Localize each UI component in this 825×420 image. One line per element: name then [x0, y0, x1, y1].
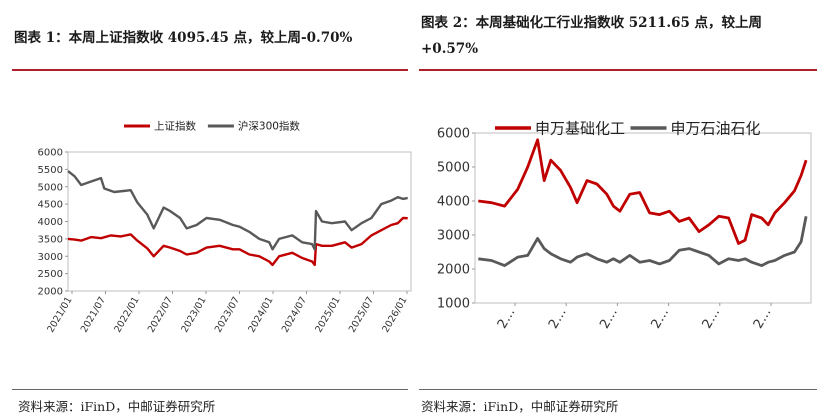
- x-tick-label: 2…: [495, 306, 519, 332]
- y-tick-label: 5500: [38, 165, 63, 176]
- y-tick-label: 6000: [38, 148, 63, 159]
- y-tick-label: 3000: [437, 229, 470, 244]
- x-tick-label: 2…: [648, 306, 672, 332]
- y-tick-label: 4000: [437, 195, 470, 210]
- right-source-note: 资料来源：iFinD，中邮证券研究所: [421, 399, 619, 414]
- legend-label: 沪深300指数: [238, 120, 301, 133]
- series-line-secondary: [478, 216, 808, 268]
- y-tick-label: 5000: [38, 182, 63, 193]
- x-tick-label: 2022/07: [146, 295, 175, 335]
- legend-label: 申万基础化工: [535, 119, 625, 137]
- chemical-index-chart: 1000 2000 3000 4000 5000 6000 2… 2… 2… 2… 2… 2… 申万基础…: [437, 119, 812, 332]
- series-line-primary: [67, 216, 408, 267]
- y-tick-label: 3000: [38, 252, 63, 263]
- left-title-divider: [12, 69, 408, 71]
- x-tick-label: 2023/07: [213, 295, 242, 335]
- series-line-primary: [478, 138, 808, 245]
- y-tick-label: 2000: [38, 287, 63, 298]
- x-tick-label: 2021/07: [79, 295, 108, 335]
- right-source-divider: [419, 389, 817, 390]
- x-tick-label: 2…: [546, 306, 570, 332]
- y-tick-label: 4000: [38, 217, 63, 228]
- x-tick-label: 2…: [597, 306, 621, 332]
- shanghai-index-chart: 2000 2500 3000 3500 4000 4500 5000 5500 6000 2021…: [38, 120, 412, 335]
- y-tick-label: 3500: [38, 234, 63, 245]
- y-tick-label: 1000: [437, 297, 470, 312]
- right-title-divider: [419, 69, 817, 71]
- x-tick-label: 2…: [751, 306, 775, 332]
- y-tick-label: 2500: [38, 269, 63, 280]
- y-tick-label: 4500: [38, 200, 63, 211]
- x-tick-label: 2024/07: [280, 295, 309, 335]
- left-chart-title: 图表 1：本周上证指数收 4095.45 点，较上周-0.70%: [14, 30, 353, 46]
- right-chart-title: 图表 2：本周基础化工行业指数收 5211.65 点，较上周+0.57%: [421, 15, 763, 57]
- x-tick-label: 2025/01: [313, 295, 342, 335]
- x-tick-label: 2023/01: [179, 295, 208, 335]
- plot-area-1: [474, 132, 812, 304]
- x-tick-label: 2021/01: [45, 295, 74, 335]
- legend-label: 上证指数: [154, 120, 196, 133]
- x-tick-label: 2022/01: [112, 295, 141, 335]
- left-source-note: 资料来源：iFinD，中邮证券研究所: [18, 399, 216, 414]
- y-tick-label: 2000: [437, 263, 470, 278]
- y-tick-label: 5000: [437, 161, 470, 176]
- plot-area-0: [67, 151, 412, 292]
- x-tick-label: 2026/01: [380, 295, 409, 335]
- legend-label: 申万石油石化: [671, 119, 761, 137]
- x-tick-label: 2024/01: [246, 295, 275, 335]
- x-tick-label: 2025/07: [347, 295, 376, 335]
- x-tick-label: 2…: [700, 306, 724, 332]
- left-source-divider: [12, 389, 408, 390]
- y-tick-label: 6000: [437, 127, 470, 142]
- series-line-secondary: [67, 170, 408, 251]
